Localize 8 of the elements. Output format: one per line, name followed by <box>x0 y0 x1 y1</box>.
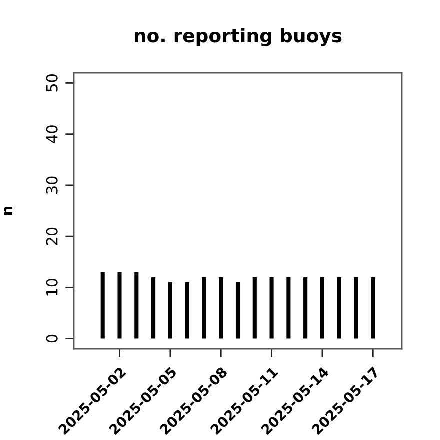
y-axis-title: n <box>4 206 12 215</box>
y-tick-label: 0 <box>46 334 58 343</box>
y-tick-label: 20 <box>46 228 58 246</box>
y-tick-label: 30 <box>46 176 58 194</box>
y-tick-label: 50 <box>46 74 58 92</box>
y-tick-label: 10 <box>46 278 58 296</box>
y-tick-label: 40 <box>46 126 58 144</box>
chart-title: no. reporting buoys <box>135 28 342 46</box>
